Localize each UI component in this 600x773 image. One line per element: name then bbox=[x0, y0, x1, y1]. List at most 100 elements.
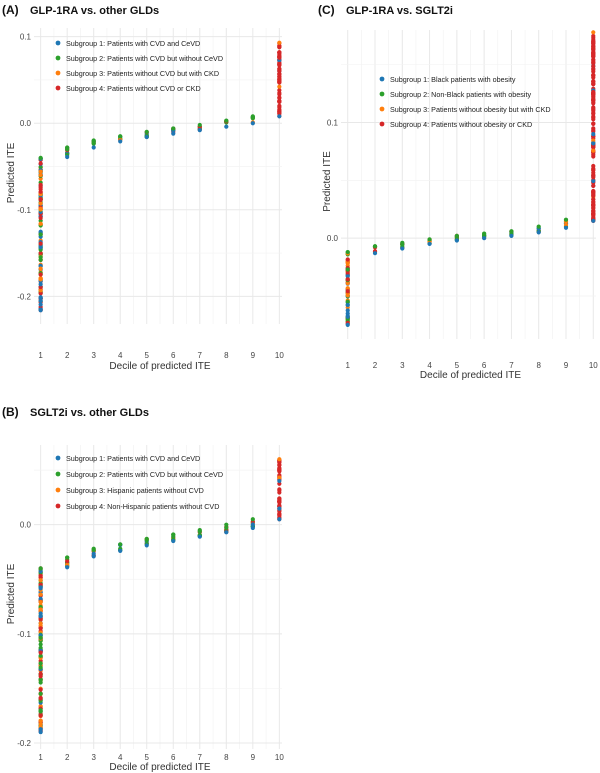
data-point bbox=[277, 111, 282, 116]
x-tick-label: 4 bbox=[118, 753, 123, 762]
data-point bbox=[38, 718, 43, 723]
data-point bbox=[277, 478, 282, 484]
x-tick-label: 9 bbox=[564, 361, 569, 370]
data-point bbox=[372, 251, 378, 256]
legend-marker bbox=[55, 85, 61, 91]
data-point bbox=[345, 322, 350, 328]
x-tick-label: 6 bbox=[171, 753, 176, 762]
data-point bbox=[38, 295, 43, 300]
data-point bbox=[345, 267, 350, 272]
data-point bbox=[38, 288, 43, 293]
data-point bbox=[345, 281, 350, 286]
data-point bbox=[277, 503, 282, 508]
data-point bbox=[38, 665, 43, 670]
x-tick-label: 9 bbox=[251, 351, 256, 360]
x-tick-label: 7 bbox=[198, 753, 203, 762]
y-tick-label: -0.2 bbox=[17, 292, 31, 301]
data-point bbox=[591, 59, 596, 65]
legend-label: Subgroup 1: Patients with CVD and CeVD bbox=[66, 454, 200, 463]
y-tick-label: 0.0 bbox=[20, 119, 32, 128]
x-tick-label: 3 bbox=[400, 361, 405, 370]
data-point bbox=[591, 205, 596, 210]
x-tick-label: 5 bbox=[145, 753, 150, 762]
data-point bbox=[197, 122, 202, 128]
data-point bbox=[38, 642, 43, 647]
legend-label: Subgroup 3: Patients without obesity but… bbox=[390, 105, 551, 114]
data-point bbox=[345, 293, 350, 298]
data-point bbox=[38, 729, 43, 735]
x-tick-label: 2 bbox=[65, 351, 70, 360]
data-point bbox=[38, 626, 43, 631]
x-tick-label: 8 bbox=[536, 361, 541, 370]
legend-label: Subgroup 3: Hispanic patients without CV… bbox=[66, 486, 204, 495]
data-point bbox=[38, 276, 43, 281]
data-point bbox=[454, 233, 459, 238]
data-point bbox=[427, 237, 432, 242]
data-point bbox=[38, 674, 43, 679]
data-point bbox=[277, 50, 282, 55]
data-point bbox=[345, 302, 350, 308]
data-point bbox=[118, 548, 123, 553]
data-point bbox=[38, 189, 43, 194]
data-point bbox=[144, 134, 149, 140]
legend-marker bbox=[379, 121, 385, 127]
data-point bbox=[591, 51, 596, 56]
data-point bbox=[482, 236, 487, 241]
data-point bbox=[38, 653, 43, 658]
chart-c: (C) GLP-1RA vs. SGLT2i 0.0 0.1 1 2 3 4 5 6 7 8 9 10 De… bbox=[318, 3, 598, 381]
data-point bbox=[591, 163, 596, 169]
data-point bbox=[224, 124, 229, 129]
legend-label: Subgroup 1: Patients with CVD and CeVD bbox=[66, 39, 200, 48]
chart-b: (B) SGLT2i vs. other GLDs -0.2 -0.1 0.0 1 2 3 4 5… bbox=[2, 405, 284, 773]
data-point bbox=[38, 566, 43, 571]
data-point bbox=[38, 255, 43, 260]
data-point bbox=[345, 286, 350, 291]
data-point bbox=[591, 175, 596, 180]
data-point bbox=[38, 645, 43, 650]
data-point bbox=[144, 536, 149, 541]
data-point bbox=[224, 522, 229, 527]
panel-title: GLP-1RA vs. SGLT2i bbox=[346, 5, 453, 17]
data-point bbox=[38, 215, 43, 221]
data-point bbox=[591, 152, 596, 157]
data-point bbox=[563, 217, 569, 222]
data-point bbox=[197, 128, 202, 133]
legend-marker bbox=[55, 503, 61, 509]
y-tick-label: -0.2 bbox=[17, 739, 31, 748]
data-point bbox=[277, 95, 282, 100]
legend-label: Subgroup 2: Patients with CVD but withou… bbox=[66, 470, 223, 479]
data-point bbox=[91, 138, 96, 143]
data-point bbox=[277, 40, 282, 45]
data-point bbox=[38, 592, 43, 597]
panel-label: (B) bbox=[2, 405, 19, 419]
data-point bbox=[277, 98, 282, 104]
legend-marker bbox=[379, 91, 385, 97]
legend-label: Subgroup 4: Patients without obesity or … bbox=[390, 120, 532, 129]
data-point bbox=[591, 72, 596, 78]
data-point bbox=[38, 585, 43, 590]
data-point bbox=[277, 80, 282, 85]
data-point bbox=[591, 126, 596, 131]
data-point bbox=[277, 467, 282, 472]
data-point bbox=[65, 145, 70, 150]
data-point bbox=[38, 687, 43, 692]
data-point bbox=[38, 291, 43, 296]
data-point bbox=[563, 222, 569, 227]
data-point bbox=[38, 599, 43, 605]
legend-marker bbox=[55, 487, 61, 493]
data-point bbox=[277, 511, 282, 516]
data-point bbox=[345, 314, 350, 319]
data-point bbox=[38, 176, 43, 181]
data-point bbox=[536, 230, 541, 235]
x-tick-label: 2 bbox=[65, 753, 70, 762]
data-point bbox=[38, 308, 43, 313]
data-point bbox=[591, 138, 596, 143]
x-tick-label: 3 bbox=[91, 753, 96, 762]
data-point bbox=[591, 99, 596, 105]
data-point bbox=[345, 308, 350, 313]
data-point bbox=[345, 289, 350, 294]
y-tick-label: 0.1 bbox=[327, 119, 339, 128]
data-point bbox=[277, 77, 282, 82]
data-point bbox=[38, 169, 43, 174]
